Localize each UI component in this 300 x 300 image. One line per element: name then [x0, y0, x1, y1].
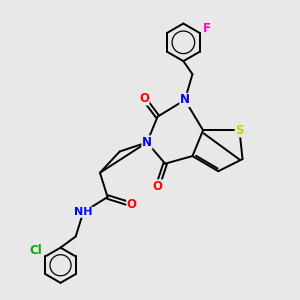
Text: N: N — [180, 94, 190, 106]
Text: NH: NH — [74, 207, 92, 217]
Text: O: O — [127, 198, 137, 211]
Text: O: O — [139, 92, 149, 105]
Text: O: O — [153, 180, 163, 193]
Text: Cl: Cl — [29, 244, 42, 257]
Text: N: N — [142, 136, 152, 149]
Text: S: S — [235, 124, 244, 137]
Text: F: F — [203, 22, 211, 35]
